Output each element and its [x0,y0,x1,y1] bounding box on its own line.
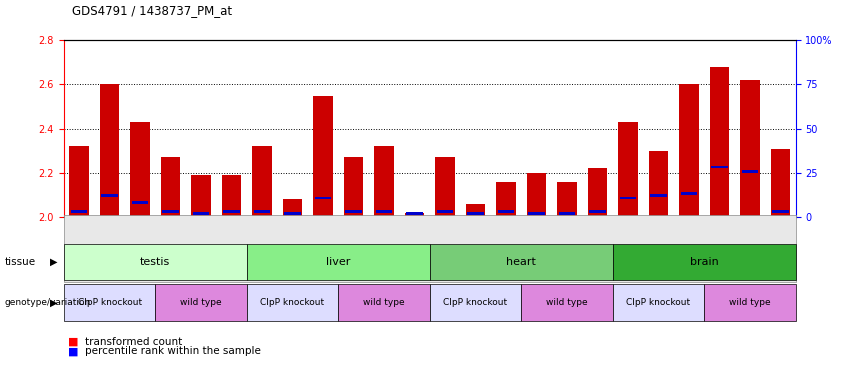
Text: testis: testis [140,257,170,267]
Bar [191,175,211,217]
Bar [437,210,454,213]
Bar [618,122,638,217]
Bar [770,149,791,217]
Bar [681,192,697,195]
Bar [100,84,119,217]
Bar [283,199,302,217]
Text: genotype/variation: genotype/variation [4,298,90,307]
Bar [710,67,729,217]
Bar [620,197,637,199]
Bar [344,157,363,217]
Bar [374,146,394,217]
Bar [496,182,516,217]
Bar [467,212,484,215]
Bar [346,210,362,213]
Text: wild type: wild type [363,298,405,307]
Bar [528,212,545,215]
Text: ▶: ▶ [49,297,57,308]
Text: wild type: wild type [729,298,771,307]
Bar [101,194,118,197]
Text: GDS4791 / 1438737_PM_at: GDS4791 / 1438737_PM_at [72,4,232,17]
Text: ClpP knockout: ClpP knockout [260,298,324,307]
Bar [284,212,301,215]
Text: ClpP knockout: ClpP knockout [626,298,690,307]
Bar [557,182,577,217]
Bar [221,175,242,217]
Bar [435,157,455,217]
Text: liver: liver [326,257,351,267]
Text: ▶: ▶ [49,257,57,267]
Bar [527,173,546,217]
Text: brain: brain [690,257,718,267]
Bar [252,146,272,217]
Text: heart: heart [506,257,536,267]
Bar [130,122,150,217]
Text: wild type: wild type [180,298,222,307]
Bar [161,157,180,217]
Bar [406,212,423,215]
Text: percentile rank within the sample: percentile rank within the sample [85,346,261,356]
Bar [741,170,758,173]
Bar [740,80,760,217]
Bar [498,210,514,213]
Bar [650,194,667,197]
Text: ■: ■ [68,346,78,356]
Text: ClpP knockout: ClpP knockout [443,298,507,307]
Bar [223,210,240,213]
Bar [375,210,392,213]
Bar [648,151,668,217]
Text: ClpP knockout: ClpP knockout [77,298,141,307]
Text: tissue: tissue [4,257,36,267]
Bar [404,213,425,217]
Bar [315,197,331,199]
Bar [132,201,148,204]
Bar [313,96,333,217]
Bar [772,210,789,213]
Bar [679,84,699,217]
Bar [254,210,271,213]
Bar [69,146,89,217]
Bar [587,168,608,217]
Bar [71,210,88,213]
Bar [711,166,728,168]
Text: transformed count: transformed count [85,337,182,347]
Bar [589,210,606,213]
Bar [465,204,485,217]
Bar [163,210,179,213]
Text: ■: ■ [68,337,78,347]
Bar [558,212,575,215]
Text: wild type: wild type [546,298,588,307]
Bar [192,212,209,215]
